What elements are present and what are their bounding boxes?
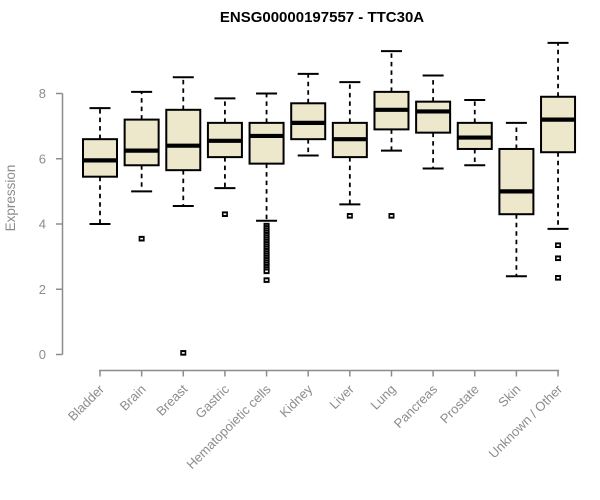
y-tick-label: 0 xyxy=(39,347,46,362)
boxplot-box xyxy=(82,107,118,225)
outlier-point-center xyxy=(265,270,268,273)
outlier-point-center xyxy=(556,277,560,279)
boxplot-box xyxy=(248,92,285,283)
boxplot-box xyxy=(123,90,160,242)
outlier-point-center xyxy=(181,352,185,354)
outlier-point-center xyxy=(265,279,268,281)
boxplot-box xyxy=(165,76,202,356)
x-tick-label: Kidney xyxy=(277,381,316,420)
x-tick-label: Gastric xyxy=(192,381,232,421)
chart-title: ENSG00000197557 - TTC30A xyxy=(220,9,424,26)
boxes-layer xyxy=(82,41,577,356)
iqr-box xyxy=(498,147,535,216)
x-tick-label: Liver xyxy=(326,381,357,412)
outlier-point-center xyxy=(556,244,560,247)
boxplot-box xyxy=(331,81,368,219)
outlier-point-center xyxy=(223,213,227,216)
y-tick-label: 2 xyxy=(39,282,46,297)
boxplot-box xyxy=(540,41,577,281)
iqr-box xyxy=(540,95,577,154)
x-tick-label: Skin xyxy=(495,382,523,410)
boxplot-box xyxy=(498,121,535,278)
boxplot-box xyxy=(290,72,327,157)
iqr-box xyxy=(248,121,285,165)
outlier-point-center xyxy=(390,215,393,217)
x-tick-label: Prostate xyxy=(437,382,482,427)
outlier-point-center xyxy=(556,257,560,260)
x-tick-label: Unknown / Other xyxy=(486,381,566,461)
outlier-point-center xyxy=(348,215,352,217)
boxplot-box xyxy=(373,50,410,219)
iqr-box xyxy=(415,100,452,134)
iqr-box xyxy=(82,138,118,178)
boxplot-box xyxy=(206,97,243,218)
x-tick-label: Pancreas xyxy=(391,381,441,431)
iqr-box xyxy=(165,108,202,172)
x-tick-label: Bladder xyxy=(65,381,108,424)
boxplot-box xyxy=(456,99,493,167)
x-tick-label: Breast xyxy=(153,381,190,418)
y-axis-label: Expression xyxy=(3,165,18,232)
outlier-point-center xyxy=(140,237,144,240)
x-tick-label: Brain xyxy=(117,382,149,414)
y-tick-label: 4 xyxy=(39,217,46,232)
iqr-box xyxy=(123,118,160,167)
y-tick-label: 8 xyxy=(39,86,46,101)
boxplot-box xyxy=(415,74,452,170)
y-tick-label: 6 xyxy=(39,151,46,166)
x-tick-label: Lung xyxy=(368,382,399,413)
